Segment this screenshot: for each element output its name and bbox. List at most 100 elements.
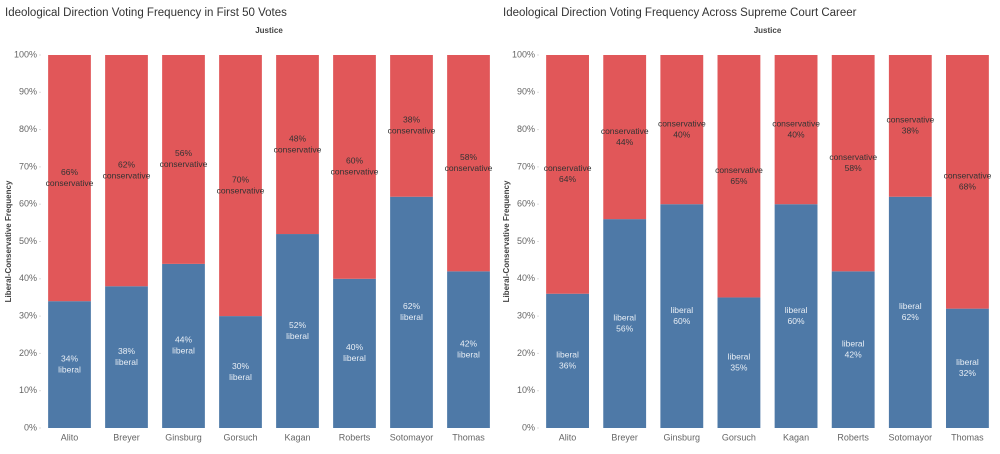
value-label: 64% <box>559 174 576 184</box>
bar-segment <box>447 271 490 428</box>
bar-segment <box>105 55 148 287</box>
y-tick-label: 50% <box>517 236 535 246</box>
x-axis-title: Justice <box>255 26 283 35</box>
value-label: 38% <box>403 115 420 125</box>
y-tick-label: 100% <box>14 49 37 59</box>
series-label: conservative <box>445 163 493 173</box>
value-label: 60% <box>673 316 690 326</box>
series-label: liberal <box>172 346 195 356</box>
y-tick-label: 90% <box>19 87 37 97</box>
value-label: 34% <box>61 353 78 363</box>
x-tick-label: Gorsuch <box>722 432 756 442</box>
bar-segment <box>390 196 433 428</box>
value-label: 38% <box>118 346 135 356</box>
series-label: conservative <box>601 126 649 136</box>
series-label: conservative <box>331 167 379 177</box>
y-tick-label: 30% <box>517 310 535 320</box>
series-label: liberal <box>842 338 865 348</box>
value-label: 62% <box>902 312 919 322</box>
value-label: 70% <box>232 174 249 184</box>
bar-segment <box>774 204 818 428</box>
bar-segment <box>774 55 818 205</box>
value-label: 60% <box>346 156 363 166</box>
bar-segment <box>48 55 91 302</box>
series-label: liberal <box>670 305 693 315</box>
series-label: liberal <box>899 301 922 311</box>
bar-segment <box>333 278 376 428</box>
bar-segment <box>48 301 91 428</box>
series-label: liberal <box>286 331 309 341</box>
bar-segment <box>546 293 589 428</box>
x-tick-label: Roberts <box>339 432 371 442</box>
bar-segment <box>717 55 761 298</box>
bar-segment <box>219 316 262 428</box>
series-label: conservative <box>886 115 934 125</box>
x-tick-label: Gorsuch <box>223 432 257 442</box>
bar-segment <box>276 234 319 428</box>
value-label: 56% <box>616 323 633 333</box>
series-label: liberal <box>556 350 579 360</box>
value-label: 38% <box>902 126 919 136</box>
y-tick-label: 0% <box>24 422 37 432</box>
bar-segment <box>276 55 319 235</box>
y-tick-label: 20% <box>517 348 535 358</box>
bar-segment <box>660 55 704 205</box>
chart-title: Ideological Direction Voting Frequency i… <box>5 7 287 19</box>
value-label: 58% <box>460 152 477 162</box>
bar-segment <box>888 55 932 197</box>
bar-segment <box>390 55 433 197</box>
y-tick-label: 90% <box>517 87 535 97</box>
x-tick-label: Breyer <box>611 432 638 442</box>
series-label: liberal <box>785 305 808 315</box>
value-label: 36% <box>559 361 576 371</box>
value-label: 42% <box>460 338 477 348</box>
value-label: 35% <box>730 362 747 372</box>
value-label: 40% <box>346 342 363 352</box>
value-label: 30% <box>232 361 249 371</box>
bar-segment <box>333 55 376 279</box>
y-axis-title: Liberal-Conservative Frequency <box>4 180 13 302</box>
series-label: conservative <box>46 178 94 188</box>
value-label: 52% <box>289 320 306 330</box>
bar-segment <box>946 55 989 309</box>
series-label: liberal <box>343 353 366 363</box>
bar-segment <box>162 55 205 264</box>
y-tick-label: 70% <box>517 161 535 171</box>
value-label: 48% <box>289 133 306 143</box>
y-tick-label: 40% <box>19 273 37 283</box>
x-tick-label: Thomas <box>951 432 984 442</box>
series-label: conservative <box>772 118 820 128</box>
series-label: liberal <box>229 372 252 382</box>
series-label: conservative <box>944 171 992 181</box>
y-tick-label: 50% <box>19 236 37 246</box>
x-tick-label: Ginsburg <box>664 432 701 442</box>
series-label: conservative <box>715 165 763 175</box>
x-axis-title: Justice <box>754 26 782 35</box>
x-tick-label: Ginsburg <box>165 432 202 442</box>
series-label: conservative <box>544 163 592 173</box>
value-label: 32% <box>959 368 976 378</box>
series-label: conservative <box>829 152 877 162</box>
series-label: liberal <box>457 349 480 359</box>
bar-segment <box>660 204 704 428</box>
value-label: 65% <box>730 176 747 186</box>
y-tick-label: 80% <box>19 124 37 134</box>
series-label: liberal <box>728 351 751 361</box>
y-tick-label: 40% <box>517 273 535 283</box>
series-label: liberal <box>400 312 423 322</box>
bar-segment <box>603 55 647 220</box>
y-tick-label: 10% <box>19 385 37 395</box>
series-label: liberal <box>956 357 979 367</box>
value-label: 58% <box>845 163 862 173</box>
value-label: 62% <box>118 159 135 169</box>
bar-segment <box>546 55 589 294</box>
value-label: 56% <box>175 148 192 158</box>
x-tick-label: Alito <box>61 432 79 442</box>
y-tick-label: 80% <box>517 124 535 134</box>
x-tick-label: Sotomayor <box>390 432 434 442</box>
x-tick-label: Thomas <box>452 432 485 442</box>
series-label: conservative <box>217 185 265 195</box>
x-tick-label: Alito <box>559 432 577 442</box>
bar-segment <box>105 286 148 428</box>
